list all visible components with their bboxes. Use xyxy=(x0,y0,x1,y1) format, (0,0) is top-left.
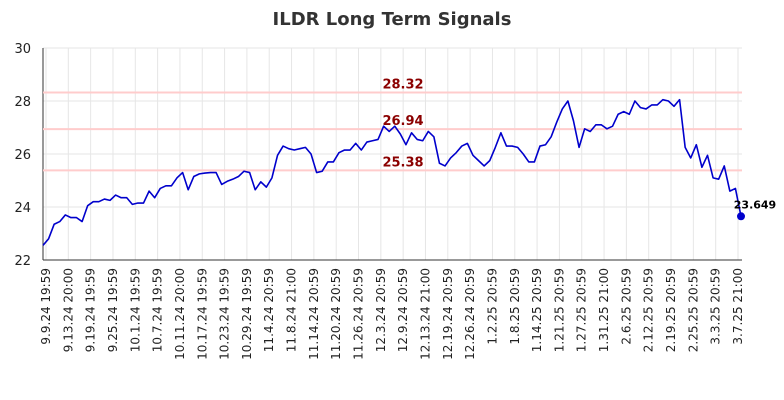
reference-labels: 28.32 26.94 25.38 xyxy=(382,78,423,171)
x-tick-label: 1.14.25 20:59 xyxy=(530,268,544,352)
x-tick-label: 11.4.24 20:59 xyxy=(262,268,276,352)
x-tick-label: 3.3.25 20:59 xyxy=(709,268,723,345)
x-tick-label: 11.26.24 20:59 xyxy=(352,268,366,360)
x-tick-label: 12.19.24 20:59 xyxy=(441,268,455,360)
chart-title: ILDR Long Term Signals xyxy=(273,9,512,30)
series xyxy=(42,98,742,246)
last-point-label: 23.649 xyxy=(734,198,776,211)
x-tick-label: 10.11.24 20:00 xyxy=(173,268,187,360)
x-tick-label: 9.25.24 19:59 xyxy=(106,268,120,352)
y-axis: 22 24 26 28 30 xyxy=(14,42,31,269)
x-tick-label: 1.21.25 20:59 xyxy=(552,268,566,352)
x-tick-label: 1.8.25 20:59 xyxy=(508,268,522,345)
x-tick-label: 11.14.24 20:59 xyxy=(307,268,321,360)
x-tick-label: 12.9.24 20:59 xyxy=(396,268,410,352)
reference-line-label: 28.32 xyxy=(382,78,423,93)
x-tick-label: 2.12.25 20:59 xyxy=(642,268,656,352)
y-tick-label: 24 xyxy=(14,201,31,216)
y-tick-label: 30 xyxy=(14,42,31,57)
x-tick-label: 10.17.24 19:59 xyxy=(195,268,209,360)
x-tick-label: 1.31.25 21:00 xyxy=(597,268,611,352)
y-tick-label: 28 xyxy=(14,95,31,110)
x-tick-label: 10.23.24 19:59 xyxy=(218,268,232,360)
x-tick-label: 3.7.25 21:00 xyxy=(731,268,745,345)
x-tick-label: 10.7.24 19:59 xyxy=(151,268,165,352)
x-tick-label: 11.20.24 20:59 xyxy=(329,268,343,360)
y-tick-label: 22 xyxy=(14,254,31,269)
x-tick-label: 1.2.25 20:59 xyxy=(485,268,499,345)
y-tick-label: 26 xyxy=(14,148,31,163)
x-tick-label: 2.25.25 20:59 xyxy=(686,268,700,352)
x-axis: 9.9.24 19:59 9.13.24 20:00 9.19.24 19:59 9.… xyxy=(39,268,745,360)
last-point-group: 23.649 xyxy=(734,198,776,221)
x-tick-label: 12.26.24 20:59 xyxy=(463,268,477,360)
x-tick-label: 2.6.25 20:59 xyxy=(619,268,633,345)
x-tick-label: 9.19.24 19:59 xyxy=(84,268,98,352)
x-tick-label: 11.8.24 21:00 xyxy=(285,268,299,352)
grid xyxy=(42,47,742,261)
x-tick-label: 12.13.24 21:00 xyxy=(418,268,432,360)
x-tick-label: 1.27.25 20:59 xyxy=(575,268,589,352)
x-tick-label: 12.3.24 20:59 xyxy=(374,268,388,352)
reference-line-label: 26.94 xyxy=(382,114,423,129)
x-tick-label: 2.19.25 20:59 xyxy=(664,268,678,352)
x-tick-label: 9.9.24 19:59 xyxy=(39,268,53,345)
reference-line-label: 25.38 xyxy=(382,155,423,170)
last-point-marker xyxy=(737,212,745,221)
x-tick-label: 9.13.24 20:00 xyxy=(61,268,75,352)
price-line xyxy=(42,98,742,246)
x-tick-label: 10.29.24 19:59 xyxy=(240,268,254,360)
x-tick-label: 10.1.24 19:59 xyxy=(128,268,142,352)
